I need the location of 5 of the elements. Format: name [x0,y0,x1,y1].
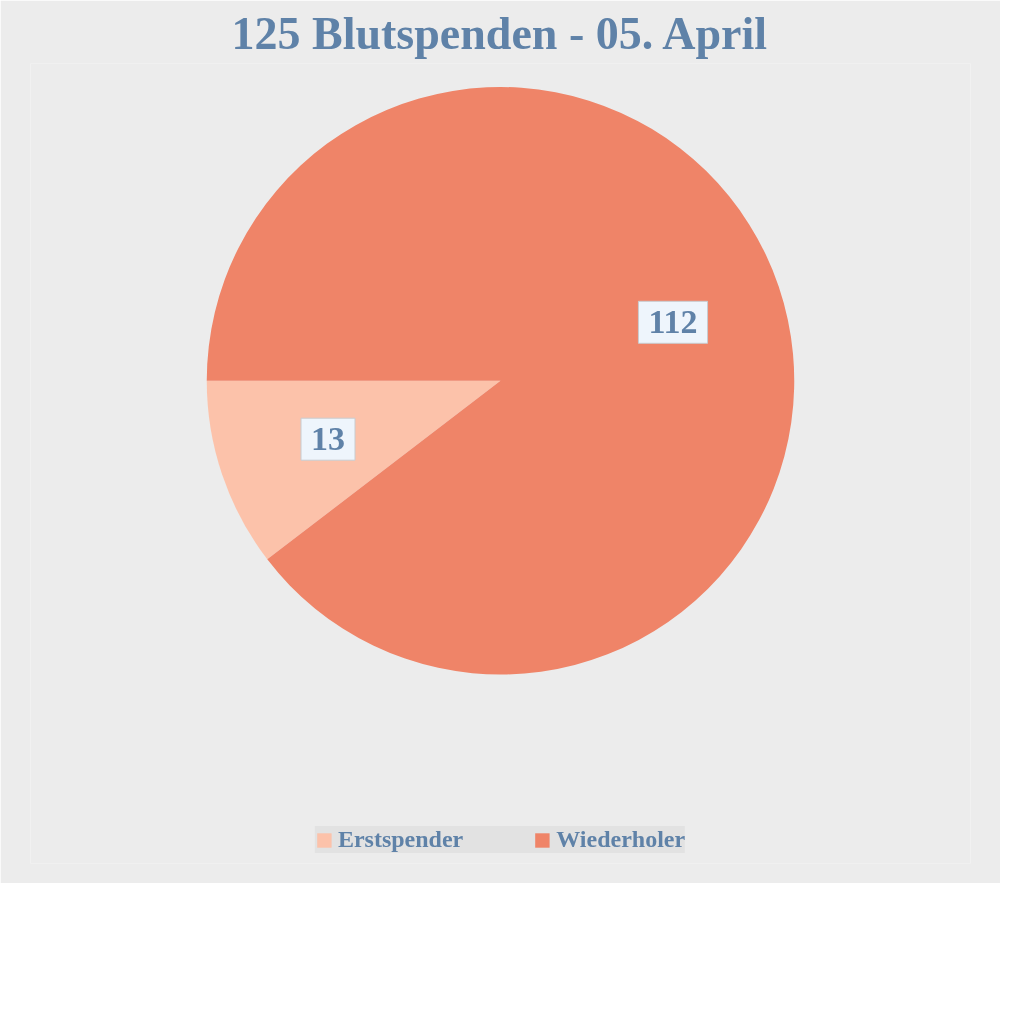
legend-label: Wiederholer [556,826,686,853]
chart-title: 125 Blutspenden - 05. April [231,7,767,59]
data-label: 112 [648,303,698,341]
legend-label: Erstspender [337,826,464,853]
data-label: 13 [311,420,346,458]
